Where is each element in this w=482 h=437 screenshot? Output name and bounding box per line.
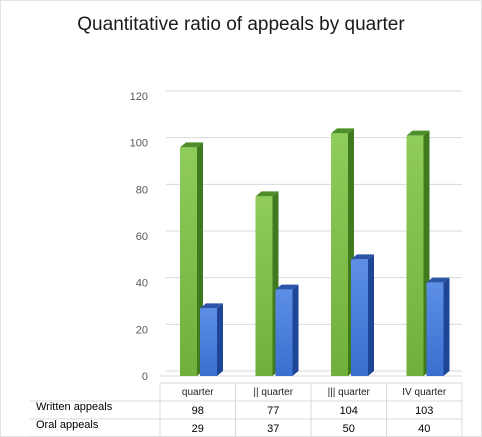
bar-oral-appeals: [200, 308, 217, 376]
y-tick-label: 100: [130, 138, 148, 150]
bar-oral-appeals-side: [368, 254, 374, 376]
bar-written-appeals-top: [331, 128, 354, 134]
bar-oral-appeals: [351, 259, 368, 376]
y-tick-label: 60: [136, 231, 148, 243]
data-table-value: 104: [340, 405, 358, 417]
bar-oral-appeals-side: [292, 284, 299, 376]
data-table-value: 50: [343, 423, 355, 435]
series-label: Written appeals: [36, 401, 113, 413]
y-tick-label: 80: [136, 184, 148, 196]
y-tick-label: 40: [136, 278, 148, 290]
data-table-value: 103: [415, 405, 433, 417]
bar-written-appeals: [406, 135, 424, 376]
category-label: || quarter: [253, 387, 293, 398]
bar-oral-appeals: [275, 289, 293, 376]
data-table-value: 98: [192, 405, 204, 417]
data-table-value: 29: [192, 423, 204, 435]
data-table-value: 40: [418, 423, 430, 435]
bar-written-appeals-top: [406, 130, 430, 136]
bar-oral-appeals: [426, 282, 444, 376]
category-label: quarter: [182, 387, 214, 398]
bar-written-appeals: [331, 133, 348, 376]
bar-oral-appeals-top: [275, 284, 299, 290]
bar-written-appeals-top: [255, 191, 279, 197]
series-label: Oral appeals: [36, 419, 99, 431]
bar-oral-appeals-side: [443, 277, 450, 376]
bar-oral-appeals-top: [200, 303, 223, 309]
data-table-value: 37: [267, 423, 279, 435]
y-tick-label: 20: [136, 324, 148, 336]
data-table-value: 77: [267, 405, 279, 417]
chart-title: Quantitative ratio of appeals by quarter: [77, 14, 405, 35]
bar-written-appeals: [180, 147, 197, 376]
y-tick-label: 120: [130, 91, 148, 103]
category-label: ||| quarter: [328, 387, 371, 398]
bar-written-appeals: [255, 196, 273, 376]
y-tick-label: 0: [142, 371, 148, 383]
bar-oral-appeals-side: [217, 303, 223, 376]
bar-written-appeals-top: [180, 142, 203, 148]
category-label: IV quarter: [402, 387, 447, 398]
bar-oral-appeals-top: [351, 254, 374, 260]
bar-oral-appeals-top: [426, 277, 450, 283]
